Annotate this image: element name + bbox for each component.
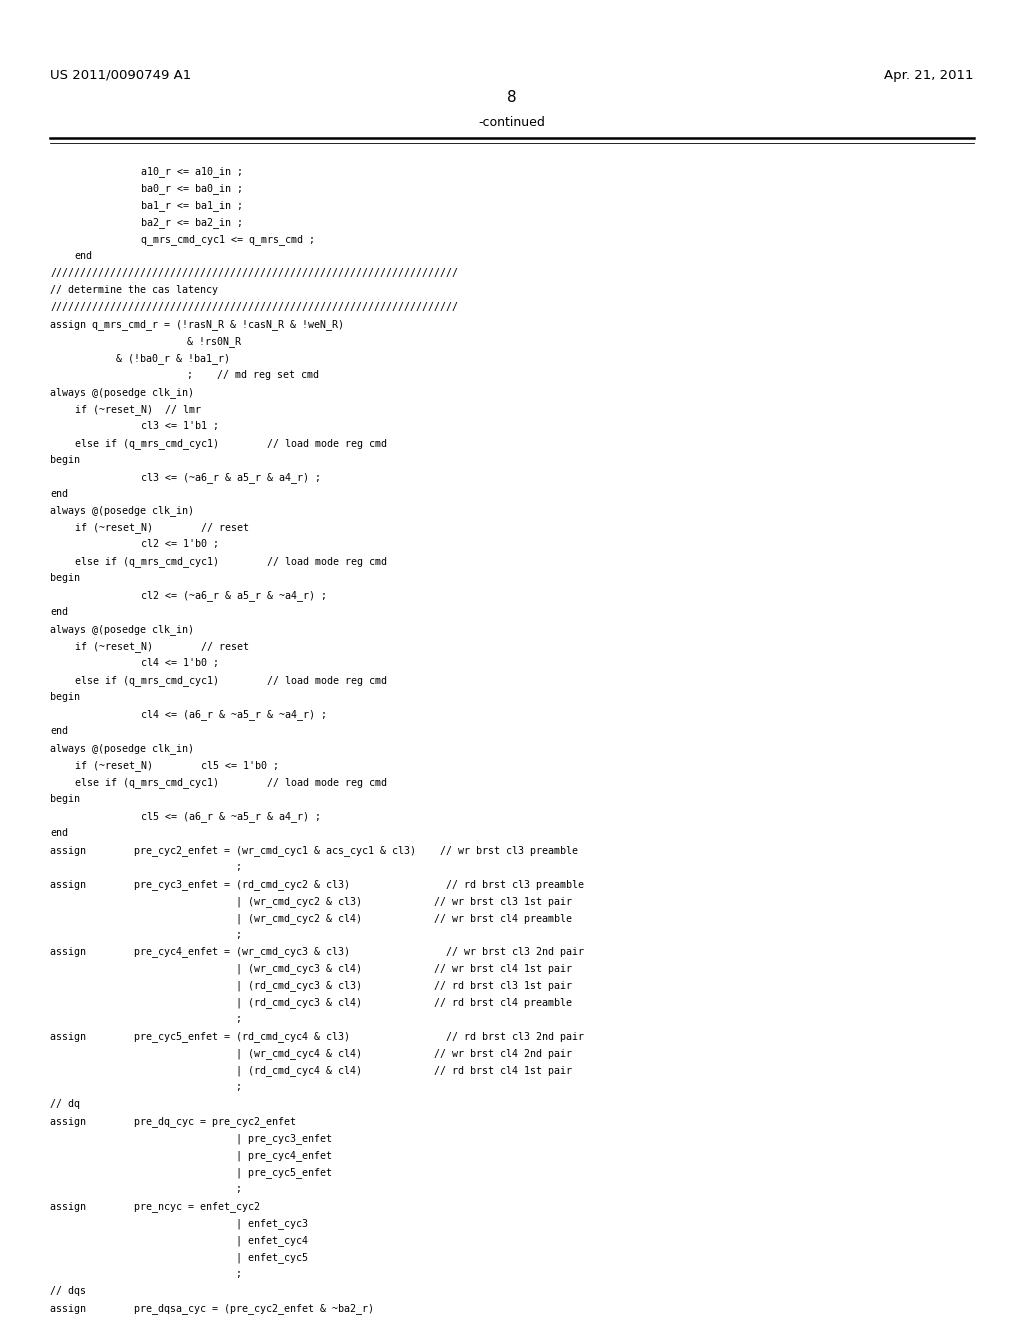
Text: 8: 8 xyxy=(507,90,517,104)
Text: always @(posedge clk_in): always @(posedge clk_in) xyxy=(50,624,195,635)
Text: // dq: // dq xyxy=(50,1100,80,1109)
Text: begin: begin xyxy=(50,793,80,804)
Text: | (rd_cmd_cyc4 & cl4)            // rd brst cl4 1st pair: | (rd_cmd_cyc4 & cl4) // rd brst cl4 1st… xyxy=(236,1065,571,1076)
Text: ;: ; xyxy=(236,1082,242,1092)
Text: | (rd_cmd_cyc3 & cl3)            // rd brst cl3 1st pair: | (rd_cmd_cyc3 & cl3) // rd brst cl3 1st… xyxy=(236,981,571,991)
Text: end: end xyxy=(50,488,69,499)
Text: assign        pre_cyc3_enfet = (rd_cmd_cyc2 & cl3)                // rd brst cl3: assign pre_cyc3_enfet = (rd_cmd_cyc2 & c… xyxy=(50,879,584,890)
Text: // dqs: // dqs xyxy=(50,1286,86,1296)
Text: | (wr_cmd_cyc2 & cl4)            // wr brst cl4 preamble: | (wr_cmd_cyc2 & cl4) // wr brst cl4 pre… xyxy=(236,912,571,924)
Text: ;: ; xyxy=(236,1015,242,1024)
Text: end: end xyxy=(50,828,69,838)
Text: cl5 <= (a6_r & ~a5_r & a4_r) ;: cl5 <= (a6_r & ~a5_r & a4_r) ; xyxy=(141,810,322,822)
Text: if (~reset_N)  // lmr: if (~reset_N) // lmr xyxy=(75,404,201,414)
Text: if (~reset_N)        // reset: if (~reset_N) // reset xyxy=(75,642,249,652)
Text: | enfet_cyc3: | enfet_cyc3 xyxy=(236,1218,307,1229)
Text: cl2 <= 1'b0 ;: cl2 <= 1'b0 ; xyxy=(141,540,219,549)
Text: ;: ; xyxy=(236,1184,242,1195)
Text: -continued: -continued xyxy=(478,116,546,129)
Text: assign        pre_cyc5_enfet = (rd_cmd_cyc4 & cl3)                // rd brst cl3: assign pre_cyc5_enfet = (rd_cmd_cyc4 & c… xyxy=(50,1031,584,1043)
Text: ba0_r <= ba0_in ;: ba0_r <= ba0_in ; xyxy=(141,183,244,194)
Text: if (~reset_N)        cl5 <= 1'b0 ;: if (~reset_N) cl5 <= 1'b0 ; xyxy=(75,760,279,771)
Text: | (rd_cmd_cyc3 & cl4)            // rd brst cl4 preamble: | (rd_cmd_cyc3 & cl4) // rd brst cl4 pre… xyxy=(236,998,571,1008)
Text: Apr. 21, 2011: Apr. 21, 2011 xyxy=(885,69,974,82)
Text: begin: begin xyxy=(50,692,80,702)
Text: if (~reset_N)        // reset: if (~reset_N) // reset xyxy=(75,523,249,533)
Text: // determine the cas latency: // determine the cas latency xyxy=(50,285,218,296)
Text: assign q_mrs_cmd_r = (!rasN_R & !casN_R & !weN_R): assign q_mrs_cmd_r = (!rasN_R & !casN_R … xyxy=(50,319,344,330)
Text: | enfet_cyc5: | enfet_cyc5 xyxy=(236,1251,307,1263)
Text: q_mrs_cmd_cyc1 <= q_mrs_cmd ;: q_mrs_cmd_cyc1 <= q_mrs_cmd ; xyxy=(141,234,315,246)
Text: else if (q_mrs_cmd_cyc1)        // load mode reg cmd: else if (q_mrs_cmd_cyc1) // load mode re… xyxy=(75,676,387,686)
Text: ba2_r <= ba2_in ;: ba2_r <= ba2_in ; xyxy=(141,218,244,228)
Text: end: end xyxy=(50,607,69,618)
Text: end: end xyxy=(75,251,93,261)
Text: begin: begin xyxy=(50,573,80,583)
Text: cl3 <= (~a6_r & a5_r & a4_r) ;: cl3 <= (~a6_r & a5_r & a4_r) ; xyxy=(141,471,322,483)
Text: always @(posedge clk_in): always @(posedge clk_in) xyxy=(50,506,195,516)
Text: ;: ; xyxy=(236,862,242,871)
Text: & (!ba0_r & !ba1_r): & (!ba0_r & !ba1_r) xyxy=(116,352,229,364)
Text: & !rs0N_R: & !rs0N_R xyxy=(187,335,242,347)
Text: else if (q_mrs_cmd_cyc1)        // load mode reg cmd: else if (q_mrs_cmd_cyc1) // load mode re… xyxy=(75,557,387,568)
Text: ;: ; xyxy=(236,929,242,940)
Text: assign        pre_ncyc = enfet_cyc2: assign pre_ncyc = enfet_cyc2 xyxy=(50,1201,260,1212)
Text: ;: ; xyxy=(236,1269,242,1279)
Text: ;    // md reg set cmd: ; // md reg set cmd xyxy=(187,370,319,380)
Text: assign        pre_dqsa_cyc = (pre_cyc2_enfet & ~ba2_r): assign pre_dqsa_cyc = (pre_cyc2_enfet & … xyxy=(50,1303,374,1313)
Text: cl2 <= (~a6_r & a5_r & ~a4_r) ;: cl2 <= (~a6_r & a5_r & ~a4_r) ; xyxy=(141,590,328,602)
Text: ////////////////////////////////////////////////////////////////////: ////////////////////////////////////////… xyxy=(50,268,458,279)
Text: begin: begin xyxy=(50,454,80,465)
Text: | (wr_cmd_cyc3 & cl4)            // wr brst cl4 1st pair: | (wr_cmd_cyc3 & cl4) // wr brst cl4 1st… xyxy=(236,964,571,974)
Text: always @(posedge clk_in): always @(posedge clk_in) xyxy=(50,743,195,754)
Text: US 2011/0090749 A1: US 2011/0090749 A1 xyxy=(50,69,191,82)
Text: | (wr_cmd_cyc4 & cl4)            // wr brst cl4 2nd pair: | (wr_cmd_cyc4 & cl4) // wr brst cl4 2nd… xyxy=(236,1048,571,1059)
Text: else if (q_mrs_cmd_cyc1)        // load mode reg cmd: else if (q_mrs_cmd_cyc1) // load mode re… xyxy=(75,438,387,449)
Text: always @(posedge clk_in): always @(posedge clk_in) xyxy=(50,387,195,397)
Text: assign        pre_cyc2_enfet = (wr_cmd_cyc1 & acs_cyc1 & cl3)    // wr brst cl3 : assign pre_cyc2_enfet = (wr_cmd_cyc1 & a… xyxy=(50,845,579,855)
Text: | pre_cyc3_enfet: | pre_cyc3_enfet xyxy=(236,1133,332,1144)
Text: end: end xyxy=(50,726,69,737)
Text: assign        pre_cyc4_enfet = (wr_cmd_cyc3 & cl3)                // wr brst cl3: assign pre_cyc4_enfet = (wr_cmd_cyc3 & c… xyxy=(50,946,584,957)
Text: | pre_cyc4_enfet: | pre_cyc4_enfet xyxy=(236,1150,332,1162)
Text: ////////////////////////////////////////////////////////////////////: ////////////////////////////////////////… xyxy=(50,302,458,312)
Text: cl4 <= 1'b0 ;: cl4 <= 1'b0 ; xyxy=(141,659,219,668)
Text: | (wr_cmd_cyc2 & cl3)            // wr brst cl3 1st pair: | (wr_cmd_cyc2 & cl3) // wr brst cl3 1st… xyxy=(236,896,571,907)
Text: ba1_r <= ba1_in ;: ba1_r <= ba1_in ; xyxy=(141,201,244,211)
Text: assign        pre_dq_cyc = pre_cyc2_enfet: assign pre_dq_cyc = pre_cyc2_enfet xyxy=(50,1117,296,1127)
Text: else if (q_mrs_cmd_cyc1)        // load mode reg cmd: else if (q_mrs_cmd_cyc1) // load mode re… xyxy=(75,777,387,788)
Text: | enfet_cyc4: | enfet_cyc4 xyxy=(236,1236,307,1246)
Text: cl4 <= (a6_r & ~a5_r & ~a4_r) ;: cl4 <= (a6_r & ~a5_r & ~a4_r) ; xyxy=(141,709,328,719)
Text: | pre_cyc5_enfet: | pre_cyc5_enfet xyxy=(236,1167,332,1177)
Text: a10_r <= a10_in ;: a10_r <= a10_in ; xyxy=(141,166,244,177)
Text: cl3 <= 1'b1 ;: cl3 <= 1'b1 ; xyxy=(141,421,219,430)
